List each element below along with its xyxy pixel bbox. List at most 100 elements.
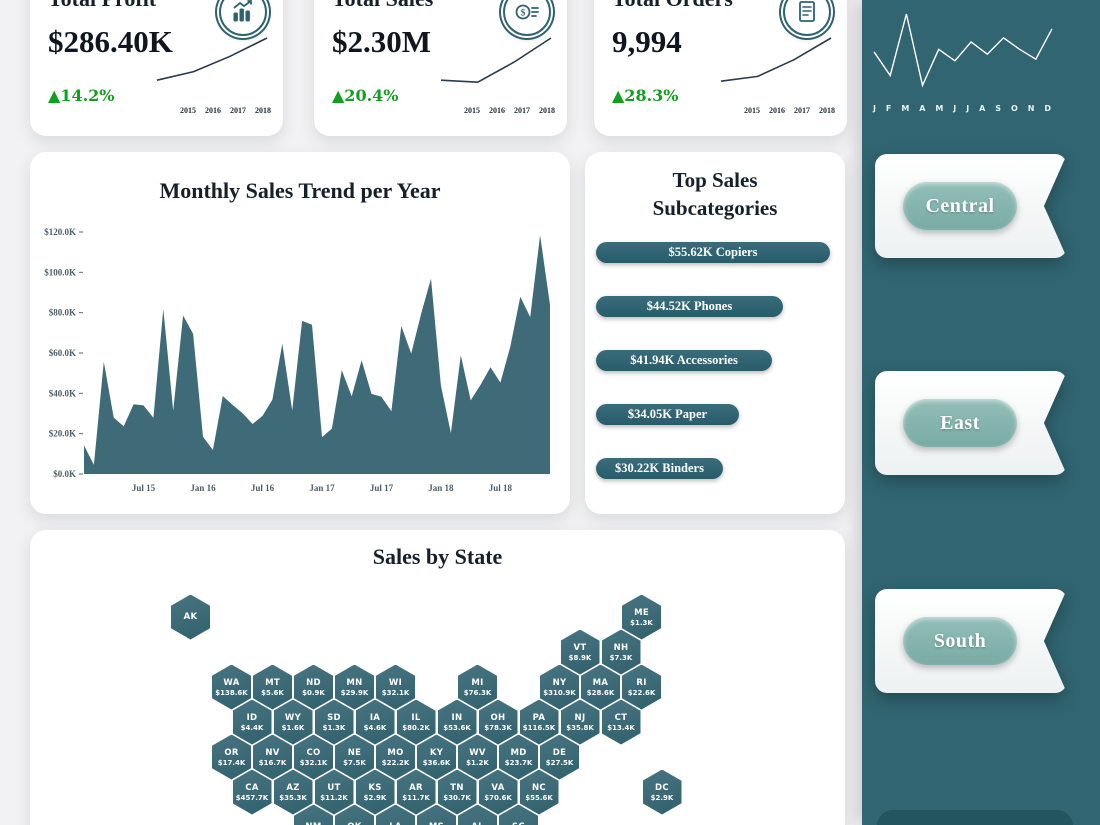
state-hex-nv[interactable]: NV $16.7K xyxy=(253,734,292,780)
month-label: M xyxy=(901,104,910,113)
state-hex-tn[interactable]: TN $30.7K xyxy=(437,769,477,815)
state-sales-value: $2.9K xyxy=(650,793,674,802)
state-hex-ks[interactable]: KS $2.9K xyxy=(355,769,395,815)
subcategory-bar-paper[interactable]: $34.05K Paper xyxy=(596,404,739,425)
state-sales-value: $7.3K xyxy=(609,653,633,662)
state-hex-az[interactable]: AZ $35.3K xyxy=(273,769,313,815)
state-hexmap: AK ME $1.3K VT $8.9K NH $7.3K WA $138.6K MT $5.6K N… xyxy=(30,530,845,825)
state-hex-ny[interactable]: NY $310.9K xyxy=(540,664,579,710)
state-hex-mt[interactable]: MT $5.6K xyxy=(253,664,292,710)
svg-text:$80.0K: $80.0K xyxy=(49,308,76,318)
state-hex-ut[interactable]: UT $11.2K xyxy=(314,769,354,815)
state-hex-ri[interactable]: RI $22.6K xyxy=(622,664,661,710)
svg-text:Jul 15: Jul 15 xyxy=(132,483,156,493)
state-hex-pa[interactable]: PA $116.5K xyxy=(519,699,559,745)
svg-text:Jul 16: Jul 16 xyxy=(251,483,275,493)
monthly-trend-chart[interactable]: $0.0K $20.0K $40.0K $60.0K $80.0K $100.0K $120… xyxy=(38,218,562,502)
east-region-button[interactable]: East xyxy=(903,399,1017,447)
state-abbr: VA xyxy=(491,782,505,793)
state-sales-value: $53.6K xyxy=(443,723,471,732)
state-hex-nc[interactable]: NC $55.6K xyxy=(519,769,559,815)
state-hex-ky[interactable]: KY $36.6K xyxy=(417,734,456,780)
year-label: 2018 xyxy=(539,106,555,115)
state-sales-value: $16.7K xyxy=(258,758,287,767)
state-hex-or[interactable]: OR $17.4K xyxy=(212,734,251,780)
state-hex-sd[interactable]: SD $1.3K xyxy=(314,699,354,745)
state-hex-ia[interactable]: IA $4.6K xyxy=(355,699,395,745)
svg-text:$120.0K: $120.0K xyxy=(44,227,76,237)
state-sales-value: $2.9K xyxy=(363,793,387,802)
kpi-delta: ▲20.4% xyxy=(332,86,399,105)
state-hex-co[interactable]: CO $32.1K xyxy=(294,734,333,780)
state-sales-value: $35.8K xyxy=(566,723,594,732)
state-sales-value: $35.3K xyxy=(279,793,307,802)
south-region-button[interactable]: South xyxy=(903,617,1017,665)
svg-text:$100.0K: $100.0K xyxy=(44,267,76,277)
state-hex-wv[interactable]: WV $1.2K xyxy=(458,734,497,780)
state-abbr: VT xyxy=(573,642,587,653)
state-hex-ct[interactable]: CT $13.4K xyxy=(601,699,641,745)
state-abbr: WA xyxy=(223,677,240,688)
region-button-partial[interactable] xyxy=(877,810,1073,825)
state-sales-value: $11.7K xyxy=(402,793,430,802)
year-label: 2015 xyxy=(464,106,480,115)
state-sales-value: $5.6K xyxy=(261,688,284,697)
state-hex-nd[interactable]: ND $0.9K xyxy=(294,664,333,710)
state-hex-ne[interactable]: NE $7.5K xyxy=(335,734,374,780)
state-hex-ak[interactable]: AK xyxy=(171,594,210,640)
state-abbr: KY xyxy=(429,747,444,758)
subcategory-bar-copiers[interactable]: $55.62K Copiers xyxy=(596,242,830,263)
state-abbr: SC xyxy=(512,822,525,825)
state-abbr: NH xyxy=(613,642,629,653)
state-hex-nh[interactable]: NH $7.3K xyxy=(601,629,641,675)
state-hex-de[interactable]: DE $27.5K xyxy=(540,734,579,780)
subcategory-bar-binders[interactable]: $30.22K Binders xyxy=(596,458,723,479)
subcategory-bar-accessories[interactable]: $41.94K Accessories xyxy=(596,350,772,371)
state-hex-mn[interactable]: MN $29.9K xyxy=(335,664,374,710)
state-hex-il[interactable]: IL $80.2K xyxy=(396,699,436,745)
kpi-delta: ▲14.2% xyxy=(48,86,115,105)
state-abbr: OH xyxy=(490,712,506,723)
state-hex-oh[interactable]: OH $78.3K xyxy=(478,699,518,745)
state-hex-id[interactable]: ID $4.4K xyxy=(232,699,272,745)
kpi-title: Total Profit xyxy=(48,0,156,12)
state-hex-dc[interactable]: DC $2.9K xyxy=(642,769,682,815)
state-hex-ca[interactable]: CA $457.7K xyxy=(232,769,272,815)
kpi-year-labels: 2015 2016 2017 2018 xyxy=(464,106,555,115)
state-hex-in[interactable]: IN $53.6K xyxy=(437,699,477,745)
state-sales-value: $116.5K xyxy=(522,723,556,732)
state-sales-value: $28.6K xyxy=(586,688,615,697)
state-hex-ma[interactable]: MA $28.6K xyxy=(581,664,620,710)
month-label: J xyxy=(953,104,957,113)
state-hex-mo[interactable]: MO $22.2K xyxy=(376,734,415,780)
central-region-button[interactable]: Central xyxy=(903,182,1017,230)
year-label: 2015 xyxy=(180,106,196,115)
state-hex-mi[interactable]: MI $76.3K xyxy=(458,664,497,710)
subcategory-bar-phones[interactable]: $44.52K Phones xyxy=(596,296,783,317)
subcategories-card: Top Sales Subcategories $55.62K Copiers $… xyxy=(585,152,845,514)
subcategory-bar-label: $44.52K Phones xyxy=(646,299,733,313)
state-hex-va[interactable]: VA $70.6K xyxy=(478,769,518,815)
state-sales-value: $70.6K xyxy=(484,793,512,802)
state-hex-ar[interactable]: AR $11.7K xyxy=(396,769,436,815)
state-sales-value: $36.6K xyxy=(422,758,451,767)
subcategory-bars: $55.62K Copiers $44.52K Phones $41.94K Acc… xyxy=(596,242,830,512)
kpi-sparkline xyxy=(440,37,552,84)
state-hex-me[interactable]: ME $1.3K xyxy=(622,594,661,640)
state-abbr: DE xyxy=(552,747,567,758)
state-hex-nj[interactable]: NJ $35.8K xyxy=(560,699,600,745)
state-hex-md[interactable]: MD $23.7K xyxy=(499,734,538,780)
state-abbr: MT xyxy=(265,677,280,688)
state-hex-wy[interactable]: WY $1.6K xyxy=(273,699,313,745)
subcategory-bar-label: $41.94K Accessories xyxy=(630,353,738,367)
state-abbr: IL xyxy=(411,712,421,723)
month-label: S xyxy=(995,104,1002,113)
state-hex-wi[interactable]: WI $32.1K xyxy=(376,664,415,710)
kpi-delta: ▲28.3% xyxy=(612,86,679,105)
state-hex-wa[interactable]: WA $138.6K xyxy=(212,664,251,710)
state-hex-vt[interactable]: VT $8.9K xyxy=(560,629,600,675)
state-sales-value: $13.4K xyxy=(607,723,635,732)
state-sales-value: $1.6K xyxy=(281,723,305,732)
kpi-value: $286.40K xyxy=(48,24,173,59)
